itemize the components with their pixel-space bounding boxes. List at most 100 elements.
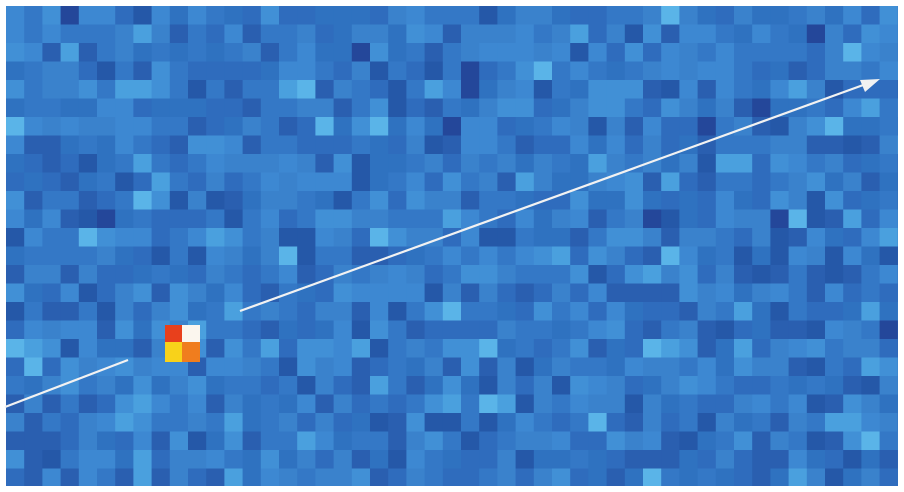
pixel [461,284,480,303]
pixel [716,395,735,414]
pixel [279,228,298,247]
pixel [352,339,371,358]
pixel [552,210,571,229]
pixel [115,62,134,81]
pixel [497,284,516,303]
pixel [716,25,735,44]
pixel [643,6,662,25]
pixel [625,228,644,247]
pixel [152,43,171,62]
pixel [861,413,880,432]
pixel [152,395,171,414]
pixel [770,154,789,173]
pixel [42,173,61,192]
pixel [42,210,61,229]
pixel [206,228,225,247]
pixel [24,6,43,25]
pixel [6,358,25,377]
pixel [534,173,553,192]
pixel [661,432,680,451]
pixel [843,376,862,395]
pixel [716,154,735,173]
pixel [370,62,389,81]
pixel [115,247,134,266]
pixel [97,191,116,210]
pixel [880,469,898,487]
pixel [24,376,43,395]
pixel [479,228,498,247]
pixel [352,173,371,192]
pixel [789,136,808,155]
pixel [625,136,644,155]
pixel [206,376,225,395]
pixel [552,413,571,432]
pixel [825,376,844,395]
pixel [97,6,116,25]
pixel [789,80,808,99]
pixel [570,432,589,451]
pixel [297,191,316,210]
pixel [461,321,480,340]
pixel [406,395,425,414]
pixel [516,228,535,247]
pixel [297,302,316,321]
pixel [261,376,280,395]
pixel [588,62,607,81]
pixel [61,450,80,469]
pixel [115,25,134,44]
pixel [334,43,353,62]
pixel [661,99,680,118]
pixel [334,117,353,136]
pixel [534,25,553,44]
pixel [588,265,607,284]
pixel [516,25,535,44]
pixel [370,43,389,62]
pixel [880,450,898,469]
pixel [334,154,353,173]
pixel [716,6,735,25]
pixel [716,99,735,118]
pixel [734,62,753,81]
pixel [443,339,462,358]
pixel [261,358,280,377]
pixel [789,191,808,210]
pixel [243,376,262,395]
pixel [698,450,717,469]
pixel [679,413,698,432]
pixel [588,80,607,99]
pixel [825,339,844,358]
pixel [588,210,607,229]
pixel [133,376,152,395]
pixel [61,62,80,81]
pixel [679,469,698,487]
pixel [243,413,262,432]
pixel [79,99,98,118]
pixel [224,265,243,284]
pixel [352,413,371,432]
pixel [334,191,353,210]
pixel [152,413,171,432]
pixel [516,80,535,99]
pixel [443,302,462,321]
pixel [552,43,571,62]
pixel [170,247,189,266]
pixel [607,247,626,266]
pixel [315,339,334,358]
pixel [825,302,844,321]
pixel [170,432,189,451]
pixel [261,25,280,44]
pixel [42,247,61,266]
pixel [352,99,371,118]
pixel [261,6,280,25]
pixel [170,395,189,414]
pixel [570,191,589,210]
pixel [370,191,389,210]
pixel [552,25,571,44]
pixel [224,339,243,358]
pixel [188,117,207,136]
pixel [261,80,280,99]
pixel [206,62,225,81]
pixel [297,62,316,81]
pixel [479,469,498,487]
pixel [698,6,717,25]
